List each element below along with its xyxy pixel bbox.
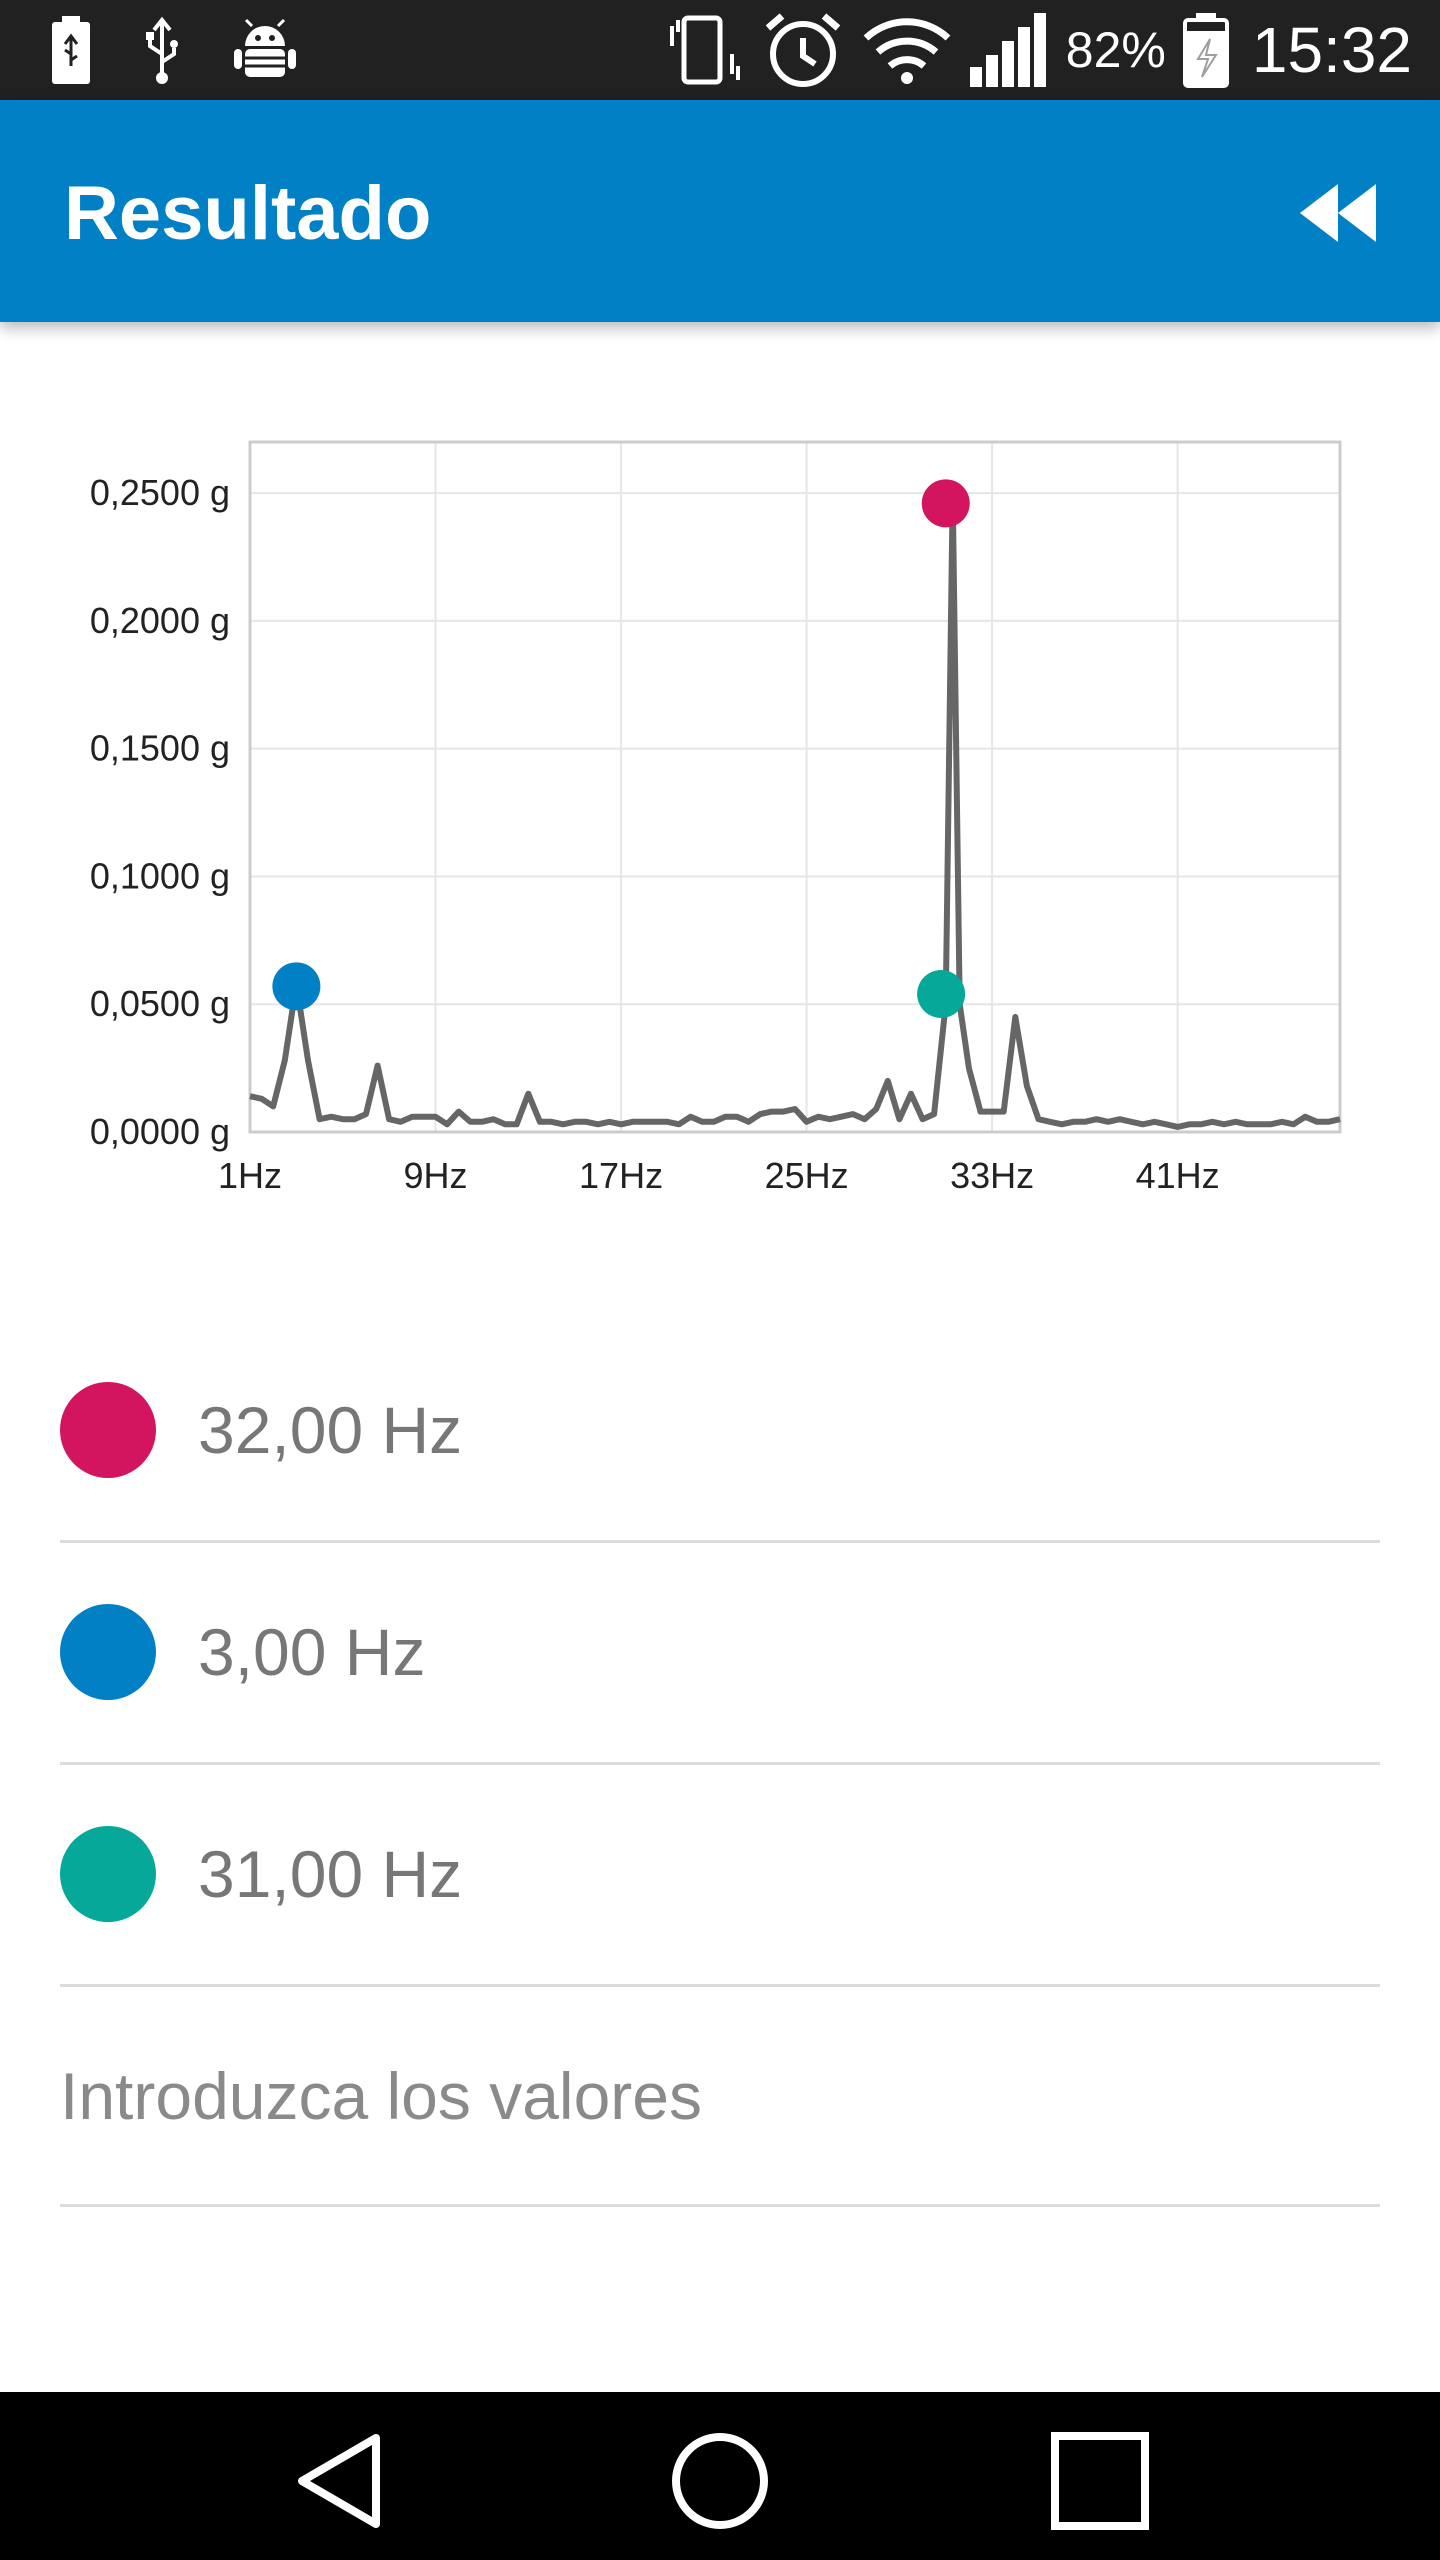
home-button[interactable] — [665, 2426, 775, 2536]
battery-percent: 82% — [1065, 22, 1166, 78]
peak-marker-3 — [917, 970, 966, 1018]
recents-icon — [1051, 2432, 1149, 2530]
page-title: Resultado — [64, 171, 432, 256]
rewind-button[interactable] — [1294, 178, 1382, 248]
x-tick-label: 41Hz — [1136, 1155, 1220, 1196]
x-tick-label: 17Hz — [579, 1155, 663, 1196]
y-tick-label: 0,1500 g — [90, 728, 230, 769]
android-debug-icon — [230, 18, 300, 82]
battery-usb-icon — [48, 14, 94, 86]
x-tick-label: 33Hz — [950, 1155, 1034, 1196]
y-tick-label: 0,1000 g — [90, 855, 230, 896]
home-icon — [672, 2433, 768, 2529]
spectrum-chart: 0,0000 g 0,0500 g 0,1000 g 0,1500 g 0,2000 g… — [0, 420, 1440, 1240]
values-input[interactable] — [60, 2058, 1380, 2134]
legend-marker-peak-3 — [60, 1826, 156, 1922]
legend-marker-peak-1 — [60, 1382, 156, 1478]
legend-label-peak-1: 32,00 Hz — [198, 1393, 463, 1467]
back-button[interactable] — [286, 2426, 396, 2536]
back-icon — [298, 2434, 380, 2528]
peak-marker-2 — [272, 962, 321, 1011]
status-bar: 82% 15:32 — [0, 0, 1440, 100]
spectrum-chart-svg: 0,0000 g 0,0500 g 0,1000 g 0,1500 g 0,2000 g… — [90, 440, 1342, 1196]
alarm-icon — [760, 10, 846, 90]
peak-marker-1 — [921, 479, 970, 528]
vibrate-icon — [664, 12, 744, 88]
navigation-bar — [0, 2392, 1440, 2560]
legend-label-peak-2: 3,00 Hz — [198, 1615, 426, 1689]
plot-frame — [248, 440, 1342, 1134]
legend-label-peak-3: 31,00 Hz — [198, 1837, 463, 1911]
app-bar: Resultado — [0, 100, 1440, 322]
y-tick-label: 0,2500 g — [90, 472, 230, 513]
x-tick-label: 9Hz — [404, 1155, 468, 1196]
y-tick-label: 0,0500 g — [90, 983, 230, 1024]
rewind-icon — [1300, 184, 1376, 242]
values-field — [60, 1988, 1380, 2207]
legend-item-peak-1: 32,00 Hz — [60, 1320, 1380, 1543]
status-icons-right: 82% 15:32 — [664, 10, 1412, 90]
series-line — [249, 490, 1341, 1130]
legend-item-peak-2: 3,00 Hz — [60, 1542, 1380, 1765]
legend-marker-peak-2 — [60, 1604, 156, 1700]
status-icons-left — [48, 14, 300, 86]
signal-icon — [968, 13, 1050, 87]
x-tick-label: 1Hz — [218, 1155, 282, 1196]
battery-charging-icon — [1182, 11, 1230, 89]
y-tick-label: 0,0000 g — [90, 1111, 230, 1152]
clock-time: 15:32 — [1251, 14, 1412, 86]
x-tick-label: 25Hz — [765, 1155, 849, 1196]
legend-item-peak-3: 31,00 Hz — [60, 1764, 1380, 1987]
plot-border — [248, 440, 1342, 1134]
y-tick-label: 0,2000 g — [90, 600, 230, 641]
wifi-icon — [862, 14, 952, 86]
usb-icon — [140, 14, 184, 86]
recents-button[interactable] — [1045, 2426, 1155, 2536]
